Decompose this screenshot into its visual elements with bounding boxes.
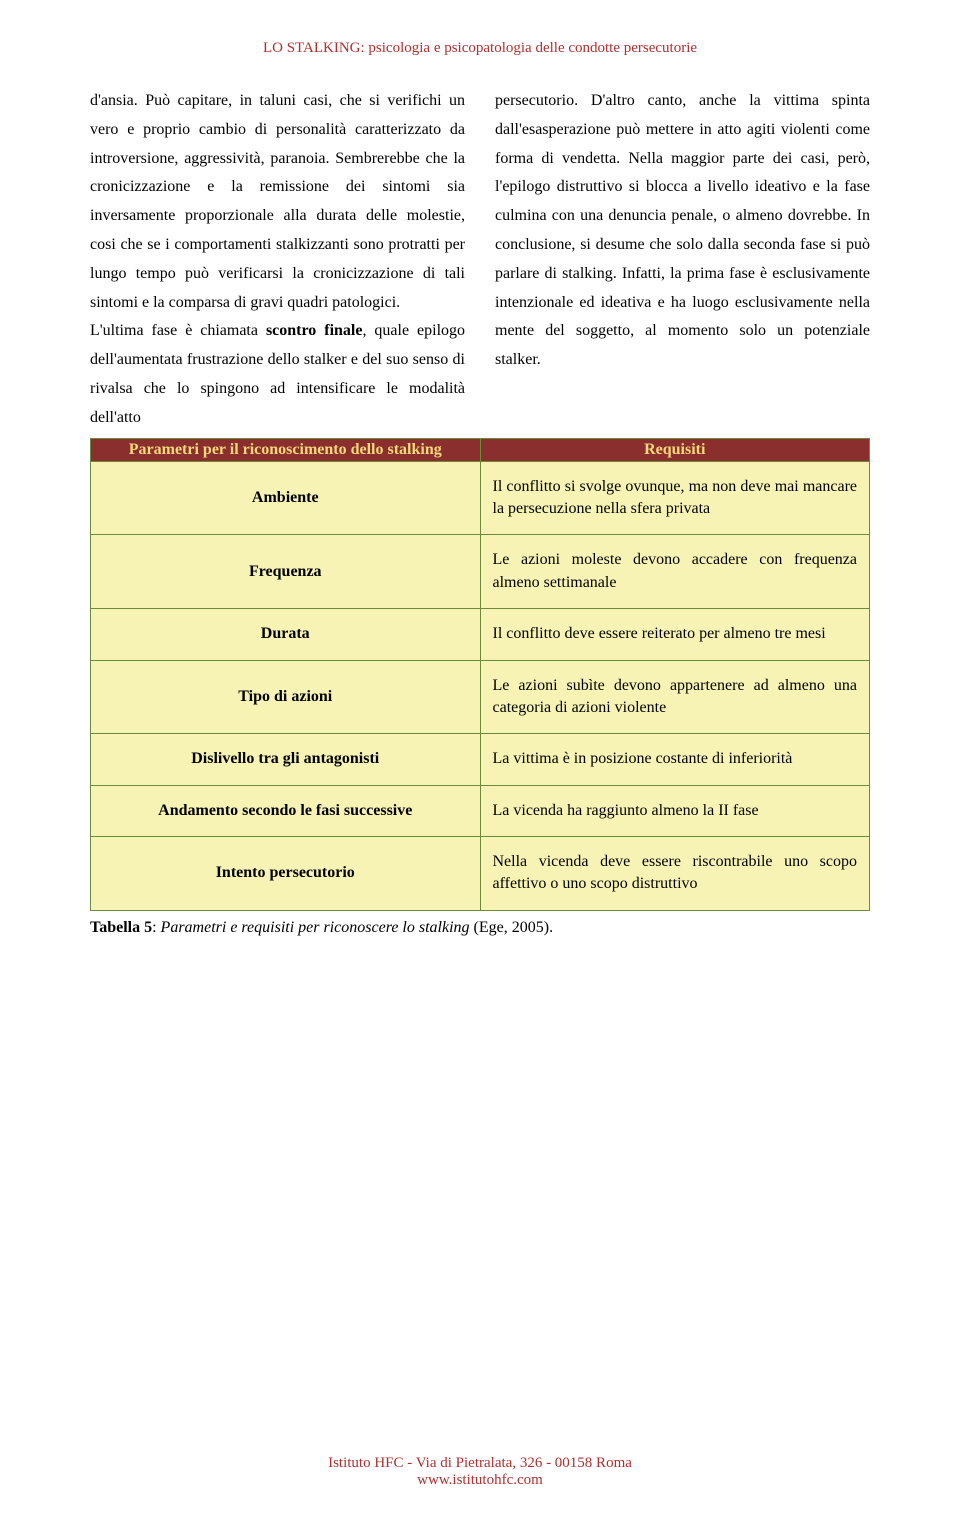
table-row: Intento persecutorio Nella vicenda deve … bbox=[91, 837, 870, 911]
left-column: d'ansia. Può capitare, in taluni casi, c… bbox=[90, 87, 465, 433]
param-cell: Intento persecutorio bbox=[91, 837, 481, 911]
page-footer: Istituto HFC - Via di Pietralata, 326 - … bbox=[0, 1455, 960, 1489]
table-caption: Tabella 5: Parametri e requisiti per ric… bbox=[90, 919, 870, 937]
table-row: Dislivello tra gli antagonisti La vittim… bbox=[91, 734, 870, 785]
table-row: Ambiente Il conflitto si svolge ovunque,… bbox=[91, 461, 870, 535]
table-row: Durata Il conflitto deve essere reiterat… bbox=[91, 609, 870, 660]
body-columns: d'ansia. Può capitare, in taluni casi, c… bbox=[90, 87, 870, 433]
param-cell: Ambiente bbox=[91, 461, 481, 535]
right-column: persecutorio. D'altro canto, anche la vi… bbox=[495, 87, 870, 433]
footer-line2: www.istitutohfc.com bbox=[0, 1472, 960, 1489]
caption-text: Parametri e requisiti per riconoscere lo… bbox=[161, 919, 470, 936]
caption-label: Tabella 5 bbox=[90, 919, 152, 936]
table-row: Andamento secondo le fasi successive La … bbox=[91, 785, 870, 836]
stalking-parameters-table: Parametri per il riconoscimento dello st… bbox=[90, 438, 870, 911]
caption-colon: : bbox=[152, 919, 160, 936]
param-cell: Dislivello tra gli antagonisti bbox=[91, 734, 481, 785]
table-header-left: Parametri per il riconoscimento dello st… bbox=[91, 438, 481, 461]
req-cell: Il conflitto deve essere reiterato per a… bbox=[480, 609, 870, 660]
caption-cite: (Ege, 2005). bbox=[470, 919, 554, 936]
left-paragraph-1: d'ansia. Può capitare, in taluni casi, c… bbox=[90, 92, 465, 311]
header-title: LO STALKING: psicologia e psicopatologia… bbox=[263, 40, 697, 56]
req-cell: Le azioni moleste devono accadere con fr… bbox=[480, 535, 870, 609]
page-header: LO STALKING: psicologia e psicopatologia… bbox=[90, 40, 870, 57]
req-cell: Nella vicenda deve essere riscontrabile … bbox=[480, 837, 870, 911]
req-cell: La vicenda ha raggiunto almeno la II fas… bbox=[480, 785, 870, 836]
param-cell: Tipo di azioni bbox=[91, 660, 481, 734]
table-row: Tipo di azioni Le azioni subìte devono a… bbox=[91, 660, 870, 734]
left-paragraph-2a: L'ultima fase è chiamata bbox=[90, 322, 266, 339]
table-row: Frequenza Le azioni moleste devono accad… bbox=[91, 535, 870, 609]
param-cell: Durata bbox=[91, 609, 481, 660]
left-paragraph-2-bold: scontro finale bbox=[266, 322, 363, 339]
right-paragraph: persecutorio. D'altro canto, anche la vi… bbox=[495, 92, 870, 368]
footer-line1: Istituto HFC - Via di Pietralata, 326 - … bbox=[0, 1455, 960, 1472]
table-header-right: Requisiti bbox=[480, 438, 870, 461]
param-cell: Frequenza bbox=[91, 535, 481, 609]
param-cell: Andamento secondo le fasi successive bbox=[91, 785, 481, 836]
table-header-row: Parametri per il riconoscimento dello st… bbox=[91, 438, 870, 461]
req-cell: Le azioni subìte devono appartenere ad a… bbox=[480, 660, 870, 734]
req-cell: La vittima è in posizione costante di in… bbox=[480, 734, 870, 785]
req-cell: Il conflitto si svolge ovunque, ma non d… bbox=[480, 461, 870, 535]
